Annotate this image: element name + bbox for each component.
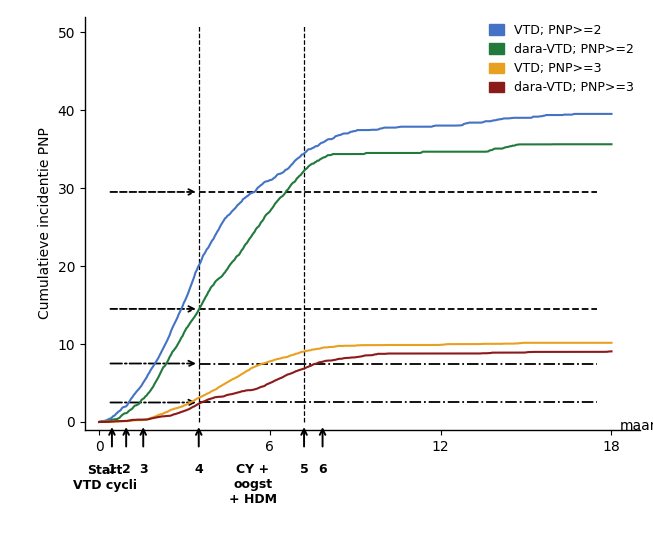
Text: Start
VTD cycli: Start VTD cycli — [73, 464, 137, 492]
Text: 5: 5 — [300, 462, 308, 476]
Text: 2: 2 — [122, 462, 131, 476]
Y-axis label: Cumulatieve incidentie PNP: Cumulatieve incidentie PNP — [38, 127, 52, 319]
Text: 6: 6 — [318, 462, 327, 476]
Text: 3: 3 — [139, 462, 148, 476]
Text: 4: 4 — [195, 462, 203, 476]
Text: 1: 1 — [108, 462, 116, 476]
Text: maanden: maanden — [620, 419, 653, 433]
Legend: VTD; PNP>=2, dara-VTD; PNP>=2, VTD; PNP>=3, dara-VTD; PNP>=3: VTD; PNP>=2, dara-VTD; PNP>=2, VTD; PNP>… — [485, 19, 639, 99]
Text: CY +
oogst
+ HDM: CY + oogst + HDM — [229, 462, 277, 505]
